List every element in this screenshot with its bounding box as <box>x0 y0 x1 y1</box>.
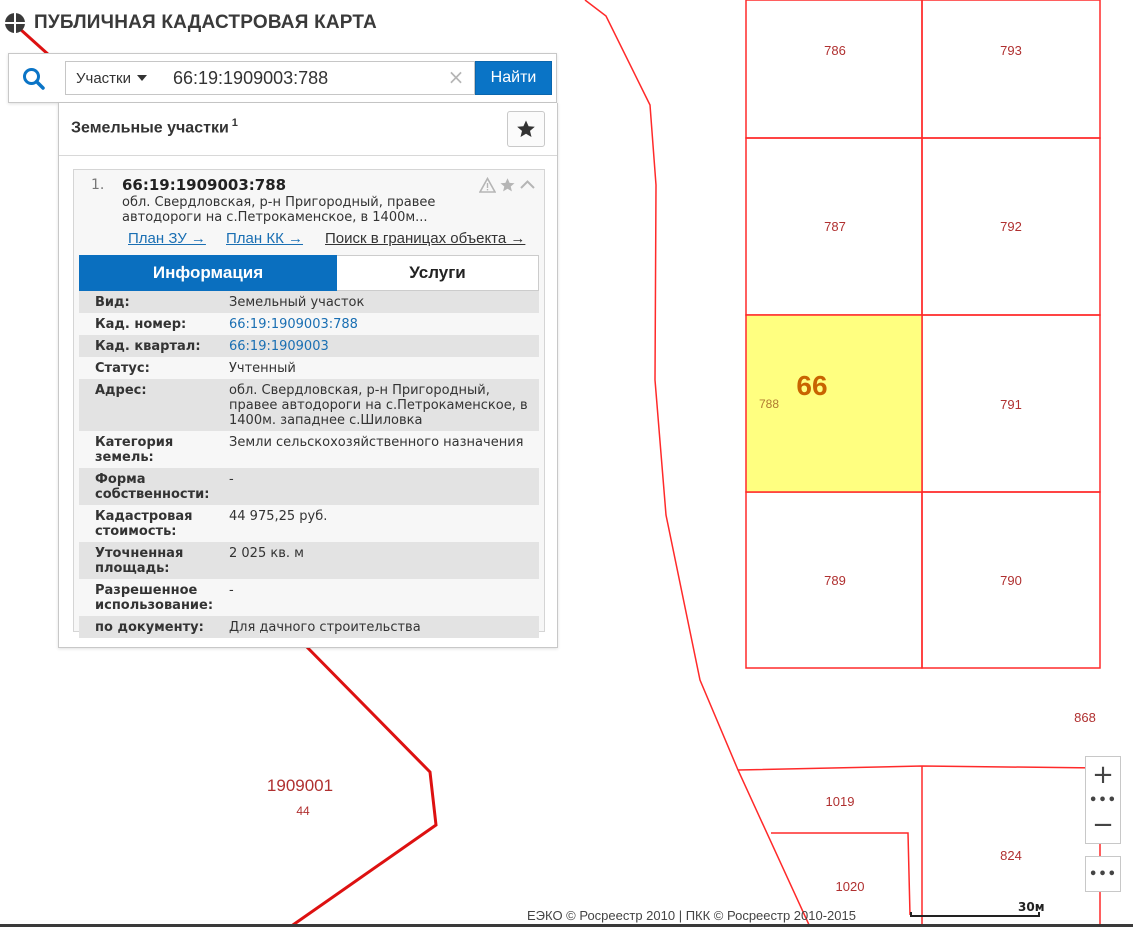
row-value: - <box>229 472 234 487</box>
app-header: ПУБЛИЧНАЯ КАДАСТРОВАЯ КАРТА <box>4 8 377 38</box>
favorites-button[interactable] <box>507 111 545 147</box>
row-value: - <box>229 583 234 598</box>
table-row: Уточненная площадь: 2 025 кв. м <box>79 542 539 579</box>
table-row: Разрешенное использование: - <box>79 579 539 616</box>
table-row: Статус: Учтенный <box>79 357 539 379</box>
row-key: Статус: <box>95 361 150 376</box>
result-card: 1. 66:19:1909003:788 обл. Свердловская, … <box>73 169 546 638</box>
plan-kk-link[interactable]: План КК → <box>226 230 303 247</box>
clear-icon[interactable]: × <box>447 65 465 89</box>
parcel-label-1020: 1020 <box>836 879 865 894</box>
parcel-label-791: 791 <box>1000 397 1022 412</box>
row-value: Земли сельскохозяйственного назначения <box>229 435 524 450</box>
row-value: 2 025 кв. м <box>229 546 304 561</box>
row-key: Кадастровая стоимость: <box>95 509 193 539</box>
quarter-sublabel: 44 <box>296 804 310 818</box>
parcel-label-786: 786 <box>824 43 846 58</box>
search-type-select[interactable]: Участки <box>65 61 160 95</box>
tab-services[interactable]: Услуги <box>337 255 539 291</box>
parcel-label-793: 793 <box>1000 43 1022 58</box>
zoom-control: + ••• − <box>1085 756 1121 844</box>
bottom-border <box>0 924 1133 927</box>
row-key: Разрешенное использование: <box>95 583 214 613</box>
result-tabs: Информация Услуги <box>79 255 539 291</box>
row-value: обл. Свердловская, р-н Пригородный, прав… <box>229 383 528 428</box>
table-row: Адрес: обл. Свердловская, р-н Пригородный… <box>79 379 539 431</box>
parcel-label-788: 788 <box>759 397 779 411</box>
result-address: обл. Свердловская, р-н Пригородный, прав… <box>122 195 436 225</box>
results-panel: Земельные участки 1 1. 66:19:1909003:788 … <box>58 103 558 648</box>
search-type-label: Участки <box>76 69 131 87</box>
row-key: Кад. квартал: <box>95 339 201 354</box>
chevron-down-icon <box>137 75 147 81</box>
star-icon[interactable] <box>499 177 516 193</box>
zoom-out-button[interactable]: − <box>1092 810 1114 840</box>
results-count: 1 <box>231 117 238 129</box>
table-row: Кад. квартал: 66:19:1909003 <box>79 335 539 357</box>
app-title: ПУБЛИЧНАЯ КАДАСТРОВАЯ КАРТА <box>34 12 377 33</box>
star-icon <box>517 120 535 137</box>
scale-label: 30м <box>1018 900 1045 914</box>
warning-icon[interactable] <box>479 177 496 193</box>
result-index: 1. <box>91 177 105 193</box>
plan-zu-link[interactable]: План ЗУ → <box>128 230 206 247</box>
result-actions <box>479 177 536 193</box>
search-in-bounds-link[interactable]: Поиск в границах объекта → <box>325 230 526 247</box>
row-value: Для дачного строительства <box>229 620 421 635</box>
table-row: Кад. номер: 66:19:1909003:788 <box>79 313 539 335</box>
quarter-boundary-line <box>289 638 438 927</box>
scale-bar <box>910 912 1040 917</box>
highlight-region-label: 66 <box>796 370 827 401</box>
row-value: Земельный участок <box>229 295 365 310</box>
parcel-label-868: 868 <box>1074 710 1096 725</box>
parcel-label-792: 792 <box>1000 219 1022 234</box>
map-attribution: ЕЭКО © Росреестр 2010 | ПКК © Росреестр … <box>527 908 856 923</box>
info-table: Вид: Земельный участок Кад. номер: 66:19:1… <box>79 291 539 638</box>
row-value-link[interactable]: 66:19:1909003 <box>229 339 329 354</box>
table-row: Вид: Земельный участок <box>79 291 539 313</box>
pkk-logo-icon <box>5 13 25 33</box>
parcel-label-787: 787 <box>824 219 846 234</box>
parcel-label-1019: 1019 <box>826 794 855 809</box>
table-row: по документу: Для дачного строительства <box>79 616 539 638</box>
row-key: Адрес: <box>95 383 147 398</box>
parcel-label-824: 824 <box>1000 848 1022 863</box>
row-key: Форма собственности: <box>95 472 210 502</box>
row-value-link[interactable]: 66:19:1909003:788 <box>229 317 358 332</box>
results-title: Земельные участки 1 <box>71 117 238 137</box>
road-boundary-line <box>584 0 811 927</box>
parcel-grid-south <box>737 765 1101 927</box>
result-cad-number[interactable]: 66:19:1909003:788 <box>122 176 287 194</box>
find-button[interactable]: Найти <box>475 61 552 95</box>
zoom-in-button[interactable]: + <box>1092 760 1114 790</box>
search-bar: Участки × Найти <box>8 53 557 103</box>
search-input[interactable] <box>159 61 475 95</box>
row-value: Учтенный <box>229 361 296 376</box>
search-icon[interactable] <box>21 66 47 92</box>
table-row: Форма собственности: - <box>79 468 539 505</box>
result-links: План ЗУ → План КК → Поиск в границах объ… <box>74 230 546 250</box>
chevron-up-icon[interactable] <box>519 177 536 193</box>
row-value: 44 975,25 руб. <box>229 509 328 524</box>
results-title-text: Земельные участки <box>71 119 229 137</box>
row-key: Кад. номер: <box>95 317 187 332</box>
row-key: Вид: <box>95 295 130 310</box>
more-options-button[interactable]: ••• <box>1085 856 1121 892</box>
table-row: Кадастровая стоимость: 44 975,25 руб. <box>79 505 539 542</box>
row-key: Уточненная площадь: <box>95 546 184 576</box>
quarter-label: 1909001 <box>267 776 333 795</box>
zoom-level-dots[interactable]: ••• <box>1089 792 1117 808</box>
parcel-label-790: 790 <box>1000 573 1022 588</box>
selected-parcel-788[interactable] <box>745 314 923 493</box>
results-header: Земельные участки 1 <box>59 103 557 156</box>
parcel-label-789: 789 <box>824 573 846 588</box>
table-row: Категория земель: Земли сельскохозяйствен… <box>79 431 539 468</box>
tab-info[interactable]: Информация <box>79 255 337 291</box>
row-key: Категория земель: <box>95 435 174 465</box>
row-key: по документу: <box>95 620 204 635</box>
